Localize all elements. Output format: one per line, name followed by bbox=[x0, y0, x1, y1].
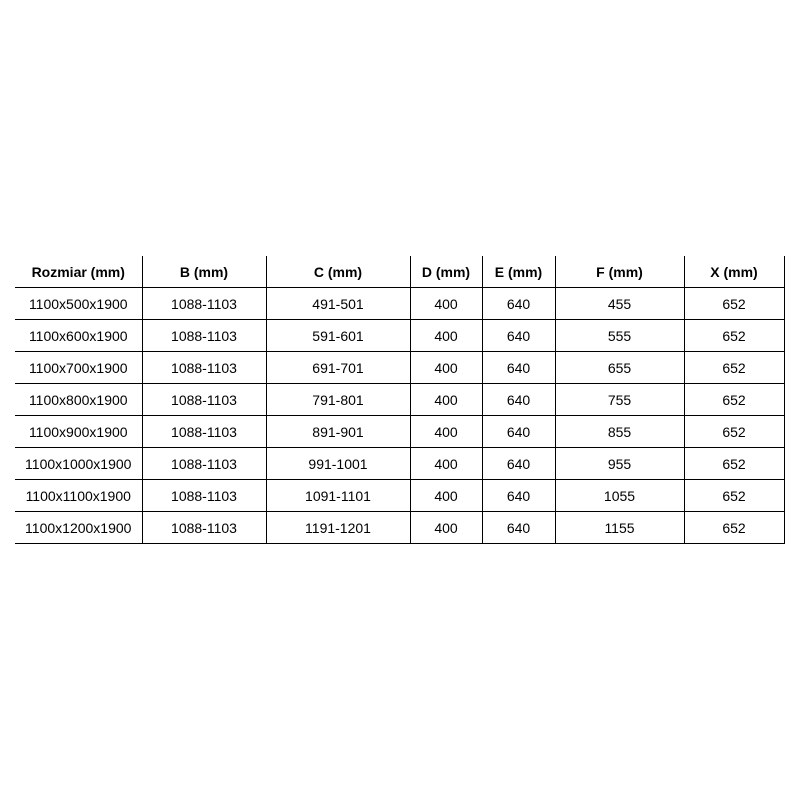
column-header: B (mm) bbox=[141, 256, 266, 288]
column-header: F (mm) bbox=[554, 256, 684, 288]
table-row: 1100x700x1900 1088-1103 691-701 400 640 655 65… bbox=[15, 351, 785, 384]
table-cell: 691-701 bbox=[265, 351, 410, 384]
dimensions-table: Rozmiar (mm) B (mm) C (mm) D (mm) E (mm) F (m… bbox=[15, 256, 785, 544]
table-cell: 1100x500x1900 bbox=[15, 287, 142, 320]
table-row: 1100x1200x1900 1088-1103 1191-1201 400 640 11… bbox=[15, 511, 785, 544]
table-cell: 640 bbox=[481, 511, 555, 544]
table-cell: 640 bbox=[481, 415, 555, 448]
table-cell: 652 bbox=[683, 479, 785, 512]
table-cell: 652 bbox=[683, 319, 785, 352]
table-cell: 1088-1103 bbox=[141, 511, 266, 544]
table-cell: 1088-1103 bbox=[141, 319, 266, 352]
table-cell: 655 bbox=[554, 351, 684, 384]
table-cell: 640 bbox=[481, 479, 555, 512]
table-cell: 400 bbox=[409, 287, 482, 320]
table-cell: 1088-1103 bbox=[141, 287, 266, 320]
table-cell: 640 bbox=[481, 447, 555, 480]
table-cell: 652 bbox=[683, 287, 785, 320]
table-row: 1100x1000x1900 1088-1103 991-1001 400 640 955… bbox=[15, 447, 785, 480]
table-row: 1100x1100x1900 1088-1103 1091-1101 400 640 10… bbox=[15, 479, 785, 512]
table-cell: 1091-1101 bbox=[265, 479, 410, 512]
table-cell: 640 bbox=[481, 383, 555, 416]
table-cell: 652 bbox=[683, 511, 785, 544]
table-cell: 1100x600x1900 bbox=[15, 319, 142, 352]
table-cell: 991-1001 bbox=[265, 447, 410, 480]
table-cell: 755 bbox=[554, 383, 684, 416]
table-cell: 400 bbox=[409, 383, 482, 416]
column-header: E (mm) bbox=[481, 256, 555, 288]
table-cell: 1088-1103 bbox=[141, 415, 266, 448]
table-cell: 955 bbox=[554, 447, 684, 480]
table-cell: 1100x1000x1900 bbox=[15, 447, 142, 480]
table-cell: 491-501 bbox=[265, 287, 410, 320]
table-cell: 791-801 bbox=[265, 383, 410, 416]
table-cell: 400 bbox=[409, 319, 482, 352]
header-row: Rozmiar (mm) B (mm) C (mm) D (mm) E (mm) F (m… bbox=[15, 256, 785, 288]
table-cell: 1055 bbox=[554, 479, 684, 512]
table-cell: 652 bbox=[683, 383, 785, 416]
column-header: D (mm) bbox=[409, 256, 482, 288]
table-cell: 1100x700x1900 bbox=[15, 351, 142, 384]
table-cell: 591-601 bbox=[265, 319, 410, 352]
column-header: X (mm) bbox=[683, 256, 785, 288]
table-cell: 891-901 bbox=[265, 415, 410, 448]
table-cell: 1100x1100x1900 bbox=[15, 479, 142, 512]
table-cell: 855 bbox=[554, 415, 684, 448]
table-cell: 400 bbox=[409, 351, 482, 384]
column-header: C (mm) bbox=[265, 256, 410, 288]
table-row: 1100x500x1900 1088-1103 491-501 400 640 455 65… bbox=[15, 287, 785, 320]
table-cell: 400 bbox=[409, 415, 482, 448]
table-cell: 1100x900x1900 bbox=[15, 415, 142, 448]
table-row: 1100x600x1900 1088-1103 591-601 400 640 555 65… bbox=[15, 319, 785, 352]
table-cell: 640 bbox=[481, 319, 555, 352]
table-cell: 400 bbox=[409, 447, 482, 480]
table-cell: 1100x1200x1900 bbox=[15, 511, 142, 544]
table-cell: 1155 bbox=[554, 511, 684, 544]
table-cell: 400 bbox=[409, 479, 482, 512]
table-row: 1100x900x1900 1088-1103 891-901 400 640 855 65… bbox=[15, 415, 785, 448]
table-cell: 652 bbox=[683, 415, 785, 448]
table-cell: 1088-1103 bbox=[141, 383, 266, 416]
table-cell: 455 bbox=[554, 287, 684, 320]
table-cell: 1088-1103 bbox=[141, 447, 266, 480]
table-cell: 652 bbox=[683, 351, 785, 384]
table-cell: 1191-1201 bbox=[265, 511, 410, 544]
table-row: 1100x800x1900 1088-1103 791-801 400 640 755 65… bbox=[15, 383, 785, 416]
table-cell: 555 bbox=[554, 319, 684, 352]
column-header: Rozmiar (mm) bbox=[15, 256, 142, 288]
table-cell: 1100x800x1900 bbox=[15, 383, 142, 416]
table-cell: 640 bbox=[481, 351, 555, 384]
table-cell: 652 bbox=[683, 447, 785, 480]
table-cell: 640 bbox=[481, 287, 555, 320]
table-cell: 1088-1103 bbox=[141, 479, 266, 512]
table-cell: 400 bbox=[409, 511, 482, 544]
table-cell: 1088-1103 bbox=[141, 351, 266, 384]
